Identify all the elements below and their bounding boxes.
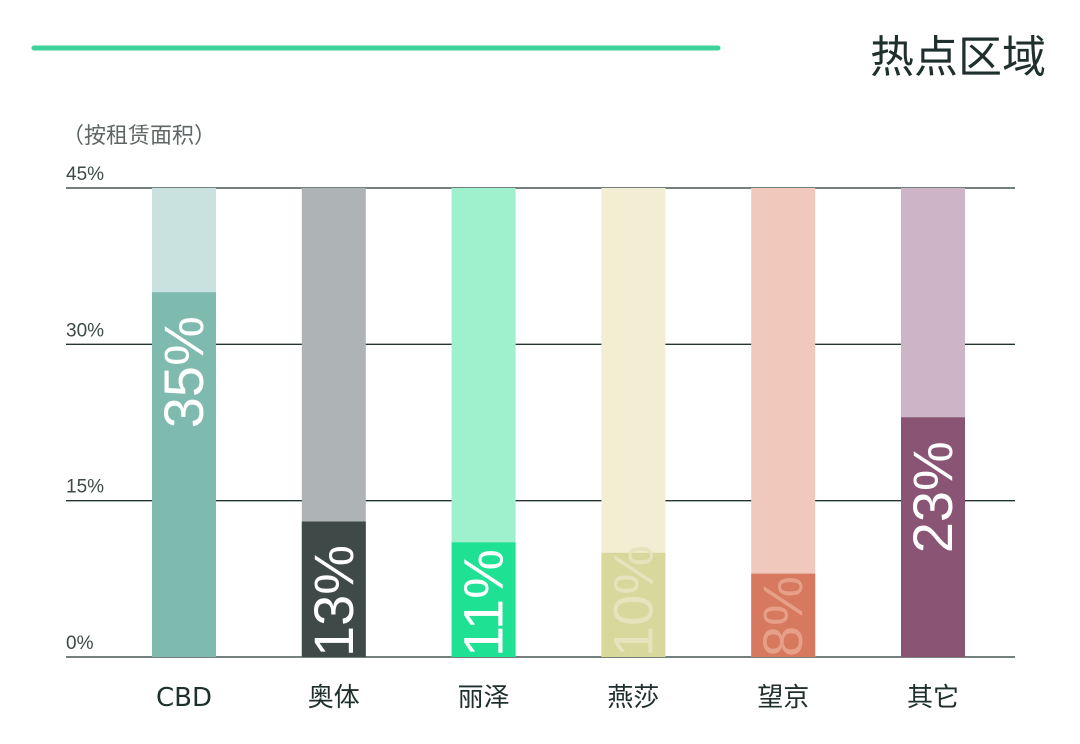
bar <box>601 552 666 657</box>
bar-group: 8% <box>751 188 816 657</box>
y-axis: 0% 15% 30% 45% <box>66 164 104 654</box>
y-tick-label: 0% <box>66 633 94 654</box>
category-label: CBD <box>156 683 212 713</box>
bar-value-label: 10% <box>601 545 664 657</box>
bar <box>152 292 216 657</box>
y-tick-label: 30% <box>66 320 104 341</box>
bar-group: 11% <box>451 188 516 657</box>
y-tick-label: 45% <box>66 164 104 185</box>
bars: 35% 13% 11% 10% 8% 23% <box>152 188 965 657</box>
bar <box>451 542 516 657</box>
bar <box>301 521 366 657</box>
bar-group: 35% <box>152 188 216 657</box>
bar-group: 23% <box>901 188 965 657</box>
bar-value-label: 13% <box>302 545 365 657</box>
unit-note: （按租赁面积） <box>62 124 216 149</box>
x-axis: CBD 奥体 丽泽 燕莎 望京 其它 <box>156 683 959 713</box>
bar-group: 10% <box>601 188 666 657</box>
category-label: 奥体 <box>308 683 360 713</box>
bar <box>901 417 965 657</box>
chart-title: 热点区域 <box>870 32 1046 83</box>
category-label: 其它 <box>907 683 959 713</box>
y-tick-label: 15% <box>66 477 104 498</box>
gridlines <box>66 187 1015 658</box>
bar-value-label: 8% <box>751 576 814 657</box>
category-label: 望京 <box>757 683 809 713</box>
bar-value-label: 35% <box>152 316 215 428</box>
category-label: 丽泽 <box>458 683 510 713</box>
bar-value-label: 23% <box>901 441 964 553</box>
category-label: 燕莎 <box>607 683 659 713</box>
bar-group: 13% <box>301 188 366 657</box>
bar-value-label: 11% <box>452 549 515 657</box>
bar <box>751 573 816 657</box>
